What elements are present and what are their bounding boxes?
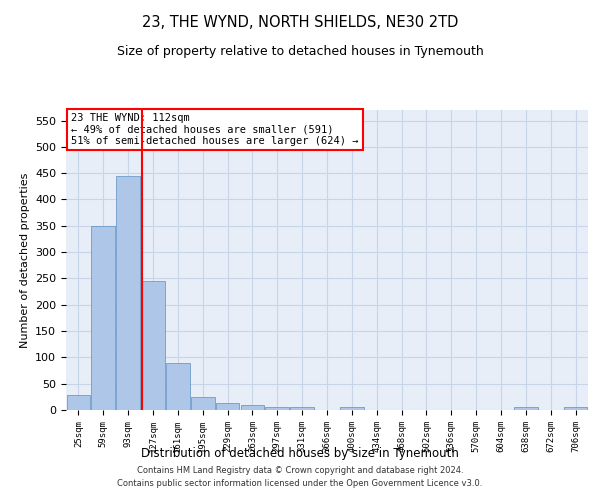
Text: Size of property relative to detached houses in Tynemouth: Size of property relative to detached ho… (116, 45, 484, 58)
Text: 23 THE WYND: 112sqm
← 49% of detached houses are smaller (591)
51% of semi-detac: 23 THE WYND: 112sqm ← 49% of detached ho… (71, 113, 359, 146)
Bar (514, 408, 538, 410)
Bar (116, 176, 140, 410)
Bar (241, 404, 264, 410)
Bar (191, 397, 215, 410)
Text: 23, THE WYND, NORTH SHIELDS, NE30 2TD: 23, THE WYND, NORTH SHIELDS, NE30 2TD (142, 15, 458, 30)
Bar (564, 408, 587, 410)
Text: Distribution of detached houses by size in Tynemouth: Distribution of detached houses by size … (141, 448, 459, 460)
Bar (340, 408, 364, 410)
Bar (166, 362, 190, 410)
Bar (290, 408, 314, 410)
Bar (216, 403, 239, 410)
Text: Contains HM Land Registry data © Crown copyright and database right 2024.
Contai: Contains HM Land Registry data © Crown c… (118, 466, 482, 487)
Bar (67, 396, 90, 410)
Y-axis label: Number of detached properties: Number of detached properties (20, 172, 29, 348)
Bar (91, 226, 115, 410)
Bar (265, 407, 289, 410)
Bar (141, 281, 165, 410)
